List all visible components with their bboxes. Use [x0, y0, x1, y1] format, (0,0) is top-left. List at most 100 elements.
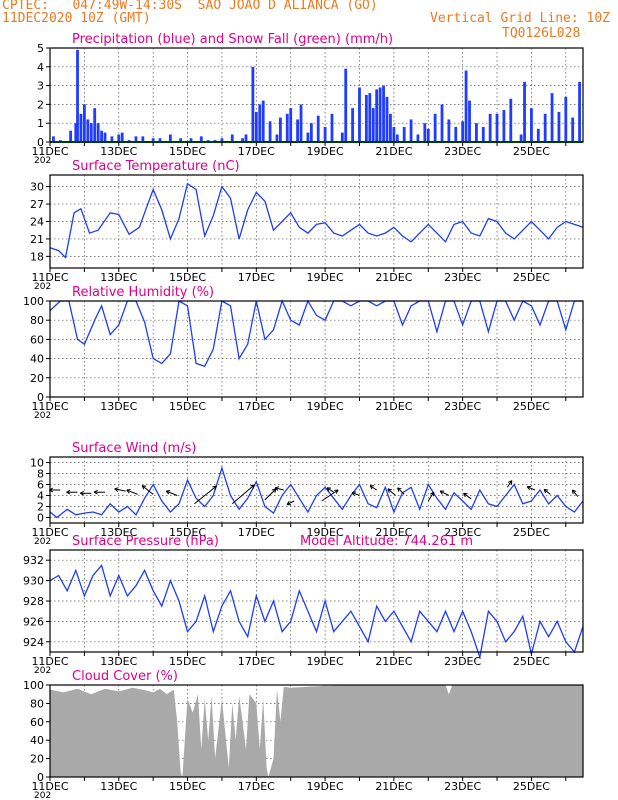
precip-bar	[93, 108, 97, 142]
panel-title: Cloud Cover (%)	[72, 669, 178, 684]
x-tick-label: 15DEC	[169, 655, 206, 668]
precip-bar	[168, 134, 172, 142]
y-tick-label: 0	[37, 391, 44, 404]
wind-vector-shaft	[264, 488, 277, 501]
x-tick-label: 21DEC	[375, 145, 412, 158]
wind-vector	[274, 486, 284, 491]
wind-vector-shaft	[141, 485, 154, 495]
wind-vector-head	[274, 486, 280, 489]
precip-bar	[423, 123, 427, 142]
precip-bar	[382, 85, 385, 142]
wind-vector-shaft	[506, 480, 513, 488]
precip-bar	[69, 130, 73, 142]
wind-vector-shaft	[231, 484, 255, 505]
x-tick-label: 25DEC	[513, 145, 550, 158]
precip-bar	[275, 134, 279, 142]
precip-bar	[74, 123, 78, 142]
wind-vector-shaft	[321, 489, 339, 502]
wind-vector-head	[214, 485, 217, 491]
wind-vector-shaft	[369, 485, 377, 491]
precip-bar	[344, 68, 348, 142]
y-tick-label: 932	[23, 554, 44, 567]
wind-vector-head	[387, 488, 392, 491]
wind-vector-head	[543, 489, 547, 494]
wind-vector-head	[252, 484, 255, 489]
y-tick-label: 100	[23, 679, 44, 692]
series-line	[49, 182, 584, 259]
precip-bar	[52, 136, 55, 142]
wind-vector-shaft	[126, 489, 138, 495]
y-tick-label: 928	[23, 595, 44, 608]
wind-vector	[126, 489, 138, 495]
wind-vector-shaft	[543, 489, 551, 495]
x-tick-label: 17DEC	[238, 526, 275, 539]
precip-bar	[468, 100, 471, 142]
precip-bar	[76, 49, 79, 142]
x-tick-label: 25DEC	[513, 780, 550, 793]
precip-bar	[464, 70, 468, 142]
precip-bar	[299, 104, 303, 142]
precip-bar	[571, 117, 575, 142]
precip-bar	[89, 123, 93, 142]
precip-bar	[117, 134, 121, 142]
wind-vector-head	[212, 485, 217, 488]
wind-vector	[463, 492, 472, 500]
precip-bar	[189, 138, 193, 142]
x-tick-label: 11DEC	[31, 655, 68, 668]
x-tick-label: 15DEC	[169, 145, 206, 158]
x-tick-label: 17DEC	[238, 271, 275, 284]
panel-frame	[49, 47, 584, 143]
x-tick-label: 25DEC	[513, 526, 550, 539]
x-tick-label: 15DEC	[169, 400, 206, 413]
wind-vector-head	[93, 491, 98, 495]
wind-vector-shaft	[427, 491, 435, 502]
precip-bar	[285, 113, 289, 142]
x-tick-label: 13DEC	[100, 655, 137, 668]
header-grid-line: Vertical Grid Line: 10Z	[430, 11, 611, 26]
precip-bar	[244, 134, 248, 142]
panel-frame	[49, 684, 584, 778]
precip-bar	[502, 110, 506, 142]
wind-vector-head	[543, 488, 549, 491]
y-tick-label: 926	[23, 615, 44, 628]
precip-bar	[309, 123, 313, 142]
precip-bar	[536, 128, 540, 142]
precip-bar	[519, 134, 523, 142]
wind-vector	[194, 485, 217, 505]
precip-bar	[254, 111, 258, 142]
wind-vector-head	[463, 493, 466, 498]
precip-bar	[230, 134, 234, 142]
x-tick-label: 11DEC	[31, 145, 68, 158]
y-tick-label: 40	[30, 353, 44, 366]
x-tick-label: 11DEC	[31, 271, 68, 284]
x-tick-label: 15DEC	[169, 526, 206, 539]
precip-bar	[495, 113, 499, 142]
wind-vector-shaft	[397, 487, 405, 495]
panel-title: Surface Wind (m/s)	[72, 441, 196, 456]
precip-bar	[179, 138, 183, 142]
y-tick-label: 100	[23, 295, 44, 308]
header-run-time: 11DEC2020 10Z (GMT)	[2, 11, 151, 26]
panel-1	[46, 47, 584, 146]
x-year-label: 202	[34, 411, 51, 421]
wind-vector-head	[114, 488, 119, 492]
wind-vector	[231, 484, 255, 505]
x-tick-label: 17DEC	[238, 400, 275, 413]
precip-bar	[316, 115, 320, 142]
precip-bar	[402, 126, 406, 142]
precip-bar	[306, 132, 310, 142]
wind-vector-shaft	[286, 500, 295, 506]
x-tick-label: 11DEC	[31, 780, 68, 793]
wind-vector	[326, 487, 334, 493]
precip-bar	[134, 136, 138, 142]
precip-bar	[481, 126, 485, 142]
precip-bar	[199, 136, 203, 142]
y-tick-label: 5	[37, 42, 44, 55]
x-tick-label: 23DEC	[444, 271, 481, 284]
y-tick-label: 60	[30, 716, 44, 729]
x-tick-label: 19DEC	[307, 145, 344, 158]
wind-vector	[387, 488, 396, 496]
wind-vector-head	[141, 485, 145, 490]
precip-bar	[416, 134, 420, 142]
